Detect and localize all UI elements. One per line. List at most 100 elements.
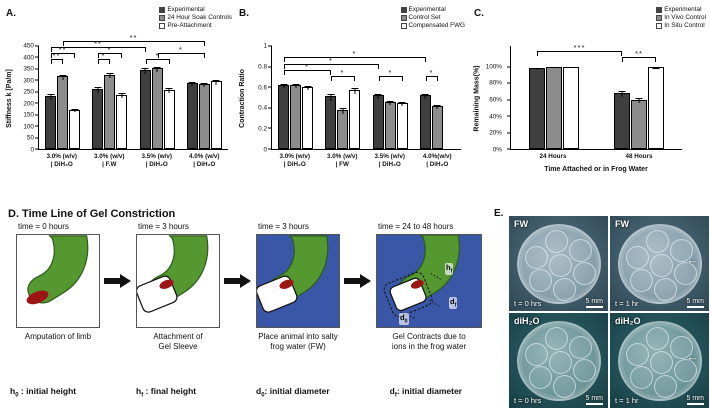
bar [325, 94, 337, 149]
significance-bracket: * [283, 49, 426, 63]
y-tick-label: 50 [26, 134, 34, 142]
y-axis-title: Contraction Ratio [239, 68, 247, 128]
x-tick-label: 3.5% (w/v) | DiH₂O [141, 153, 172, 168]
scale-bar-label: 5 mm [585, 298, 603, 308]
gel-sleeve-ring [529, 269, 553, 293]
gel-sleeve-ring [573, 359, 597, 383]
significance-bracket: * [97, 51, 110, 65]
legend-swatch [400, 7, 407, 13]
significance-bracket: * [283, 62, 331, 75]
legend: Experimental In Vivo Control In Situ Contr… [656, 6, 706, 30]
definition-d0: d0: initial diameter [256, 386, 330, 399]
gel-sleeve-ring [645, 230, 669, 254]
significance-bracket: * [145, 51, 170, 65]
legend-item: In Situ Control [656, 22, 706, 30]
plot-area: ** *** [507, 43, 682, 150]
y-tick-label: 100 [23, 123, 34, 131]
panel-a-label: A. [6, 8, 16, 19]
error-bar [153, 67, 161, 72]
y-tick-label: 0.6 [258, 84, 267, 92]
gel-sleeve-ring [630, 269, 654, 293]
y-axis-ticks: 0% 20% 40% 60% 80% 100% [484, 46, 504, 153]
significance-stars: *** [573, 43, 586, 53]
definition-hf: hf : final height [136, 386, 197, 399]
x-axis-labels: 3.0% (w/v) | DiH₂O 3.0% (w/v) | FW 3.5% (w/v… [271, 153, 461, 168]
error-bar [280, 84, 288, 89]
bar [648, 67, 665, 149]
significance-stars: ** [94, 38, 102, 48]
photo-condition-label: diH₂O [514, 316, 540, 326]
significance-bracket: * [157, 45, 205, 59]
x-tick-label: 48 Hours [625, 153, 653, 160]
error-bar [304, 86, 312, 91]
bar [69, 108, 81, 149]
pointer-arrow-icon: ← [686, 349, 699, 365]
significance-stars: ** [52, 51, 61, 61]
plot-area: * * * * * * [268, 45, 461, 150]
error-bar [567, 66, 575, 69]
definition-h0: h0 : initial height [10, 386, 77, 399]
panel-e-photo-grid: FW t = 0 hrs 5 mm FW t = 1 hr 5 mm ← diH… [509, 216, 709, 408]
error-bar [386, 100, 394, 105]
bar [349, 88, 361, 149]
photo-condition-label: FW [514, 219, 528, 229]
significance-bracket: * [330, 68, 355, 82]
bar [116, 93, 128, 149]
y-tick-label: 0.4 [258, 104, 267, 112]
step-1-amputation-illustration [16, 234, 100, 328]
legend-item: 24 Hour Soak Controls [159, 14, 232, 22]
legend: Experimental Control Set Compensated FWG [400, 6, 465, 30]
y-tick-label: 400 [23, 54, 34, 62]
gel-sleeve-ring [553, 374, 577, 398]
limb-in-water-graphic [257, 235, 329, 313]
bar [198, 82, 210, 149]
y-tick-label: 150 [23, 111, 34, 119]
y-tick-label: 0.8 [258, 63, 267, 71]
panel-d-title: D. Time Line of Gel Constriction [8, 208, 176, 220]
gel-sleeve-ring [553, 277, 577, 301]
legend-swatch [159, 15, 166, 21]
error-bar [200, 82, 208, 87]
y-tick-label: 100% [485, 63, 502, 71]
bar [290, 84, 302, 149]
error-bar [106, 72, 114, 79]
step-2-caption: Attachment of Gel Sleeve [153, 332, 203, 351]
significance-bracket: ** [50, 51, 63, 65]
significance-bracket: ** [622, 49, 656, 63]
gel-sleeve-ring [625, 245, 649, 269]
y-tick-label: 0 [263, 146, 267, 154]
step-1-time: time = 0 hours [18, 222, 69, 231]
error-bar [533, 68, 541, 71]
error-bar [212, 79, 220, 86]
error-bar [351, 88, 359, 95]
legend-swatch [400, 15, 407, 21]
panel-a-stiffness-chart: A. Experimental 24 Hour Soak Controls Pre-… [4, 2, 234, 206]
bar [210, 79, 222, 149]
photo-dih2o-1hr: diH₂O t = 1 hr 5 mm ← [610, 313, 709, 408]
legend-swatch [656, 7, 663, 13]
scale-bar-label: 5 mm [686, 395, 704, 405]
x-tick-label: 24 Hours [539, 153, 567, 160]
amputation-site [279, 279, 294, 289]
x-tick-label: 4.0% (w/v) | DiH₂O [189, 153, 220, 168]
panel-c-label: C. [474, 8, 484, 19]
legend-item: Pre-Attachment [159, 22, 232, 30]
bar [337, 107, 349, 149]
step-2-sleeve-illustration [136, 234, 220, 328]
y-axis-title: Stiffness k [Pa/m] [6, 68, 13, 128]
significance-stars: * [179, 45, 183, 55]
y-tick-label: 40% [489, 113, 502, 121]
error-bar [421, 94, 429, 99]
limb-shape [27, 235, 89, 304]
significance-stars: * [329, 55, 333, 65]
bar [278, 84, 290, 149]
flow-arrow-2 [223, 274, 251, 288]
bar [562, 66, 579, 149]
error-bar [292, 84, 300, 89]
significance-bracket: * [378, 68, 403, 82]
error-bar [188, 81, 196, 87]
scale-bar-label: 5 mm [585, 395, 603, 405]
gel-sleeve-ring [650, 254, 673, 277]
dimension-definitions: h0 : initial height hf : final height d0… [10, 386, 462, 399]
y-axis-title: Remaining Mass(%) [474, 64, 481, 132]
